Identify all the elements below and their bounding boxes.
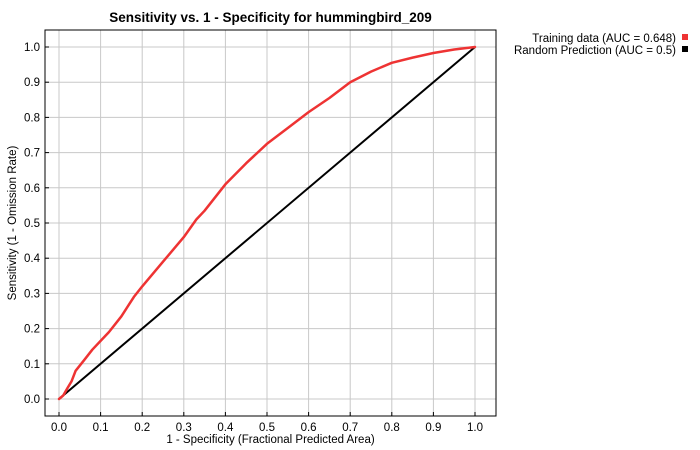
x-tick-label: 0.2 — [134, 422, 150, 434]
axis-ticks: 0.0 0.1 0.2 0.3 0.4 0.5 0.6 0.7 0.8 0.9 1.0 0.0 0.1 0… — [24, 42, 483, 434]
y-tick-label: 1.0 — [24, 42, 40, 54]
y-tick-label: 0.5 — [24, 218, 40, 230]
x-axis-label: 1 - Specificity (Fractional Predicted Ar… — [166, 434, 375, 446]
y-tick-label: 0.4 — [24, 253, 41, 265]
x-tick-label: 0.5 — [259, 422, 275, 434]
training-data-line — [57, 45, 477, 401]
x-tick-label: 0.0 — [51, 422, 67, 434]
legend-label: Training data (AUC = 0.648) — [532, 33, 676, 45]
x-tick-label: 0.7 — [342, 422, 358, 434]
legend-label: Random Prediction (AUC = 0.5) — [514, 45, 676, 57]
grid — [45, 30, 496, 416]
series-layer — [57, 45, 477, 401]
x-tick-label: 1.0 — [467, 422, 483, 434]
legend: Training data (AUC = 0.648)Random Predic… — [514, 33, 688, 57]
y-axis-label: Sensitivity (1 - Omission Rate) — [7, 146, 19, 301]
y-tick-label: 0.1 — [24, 359, 40, 371]
random-prediction-line — [58, 46, 476, 400]
y-tick-label: 0.0 — [24, 394, 40, 406]
x-tick-label: 0.6 — [301, 422, 317, 434]
x-tick-label: 0.3 — [176, 422, 192, 434]
x-tick-label: 0.4 — [217, 422, 234, 434]
y-tick-label: 0.8 — [24, 112, 40, 124]
x-tick-label: 0.1 — [93, 422, 109, 434]
x-tick-label: 0.8 — [384, 422, 400, 434]
y-tick-label: 0.9 — [24, 77, 40, 89]
legend-swatch — [682, 34, 688, 40]
y-tick-label: 0.2 — [24, 324, 40, 336]
y-tick-label: 0.6 — [24, 183, 40, 195]
y-tick-label: 0.7 — [24, 148, 40, 160]
y-tick-label: 0.3 — [24, 288, 40, 300]
x-tick-label: 0.9 — [425, 422, 441, 434]
chart-title: Sensitivity vs. 1 - Specificity for humm… — [109, 10, 432, 25]
legend-swatch — [682, 46, 688, 52]
